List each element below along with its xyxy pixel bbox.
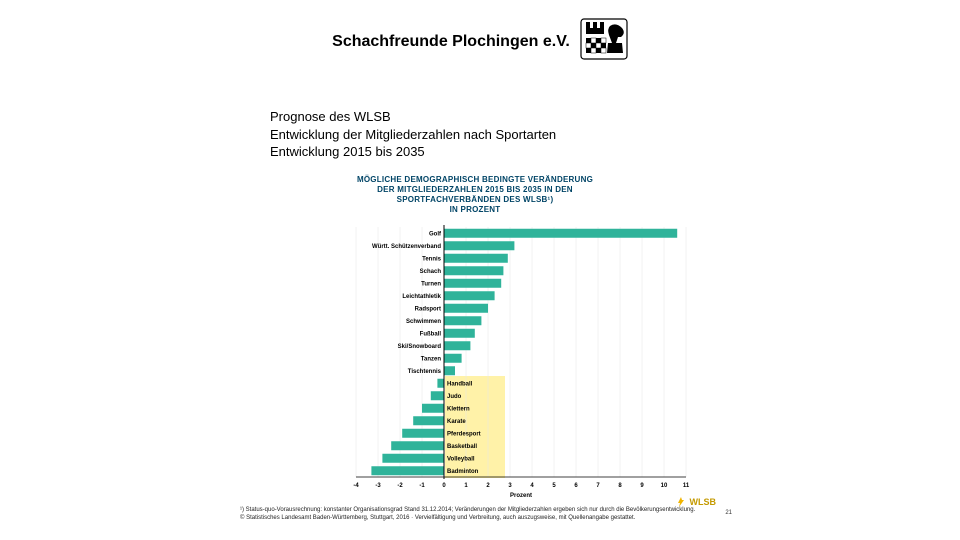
svg-text:-1: -1 xyxy=(419,483,425,489)
svg-text:6: 6 xyxy=(574,483,578,489)
chart-container: MÖGLICHE DEMOGRAPHISCH BEDINGTE VERÄNDER… xyxy=(240,175,710,522)
svg-text:9: 9 xyxy=(640,483,644,489)
intro-text: Prognose des WLSB Entwicklung der Mitgli… xyxy=(270,108,556,161)
svg-text:Karate: Karate xyxy=(447,419,466,425)
svg-text:8: 8 xyxy=(618,483,622,489)
svg-text:-2: -2 xyxy=(397,483,403,489)
svg-text:3: 3 xyxy=(508,483,512,489)
svg-text:Schach: Schach xyxy=(420,269,442,275)
svg-text:5: 5 xyxy=(552,483,556,489)
svg-text:Fußball: Fußball xyxy=(420,331,442,337)
wlsb-logo: WLSB xyxy=(675,496,717,508)
footnote-line: © Statistisches Landesamt Baden-Württemb… xyxy=(240,515,710,523)
svg-text:Basketball: Basketball xyxy=(447,444,477,450)
svg-text:Volleyball: Volleyball xyxy=(447,456,475,462)
svg-text:Pferdesport: Pferdesport xyxy=(447,431,481,437)
svg-text:Prozent: Prozent xyxy=(510,493,532,499)
svg-text:11: 11 xyxy=(683,483,690,489)
chart-title-line: MÖGLICHE DEMOGRAPHISCH BEDINGTE VERÄNDER… xyxy=(357,175,593,184)
svg-text:Tanzen: Tanzen xyxy=(421,356,442,362)
intro-line: Entwicklung der Mitgliederzahlen nach Sp… xyxy=(270,126,556,144)
svg-text:Judo: Judo xyxy=(447,394,462,400)
svg-text:0: 0 xyxy=(442,483,446,489)
chart-title: MÖGLICHE DEMOGRAPHISCH BEDINGTE VERÄNDER… xyxy=(240,175,710,215)
chess-club-logo-icon xyxy=(580,18,628,65)
footnote-line: ¹) Status-quo-Vorausrechnung: konstanter… xyxy=(240,507,710,515)
svg-text:2: 2 xyxy=(486,483,490,489)
svg-text:Golf: Golf xyxy=(429,231,442,237)
svg-text:Schwimmen: Schwimmen xyxy=(406,319,441,325)
chart-title-line: IN PROZENT xyxy=(450,205,501,214)
bar-chart: -4 -3 -2 -1 0 1 2 3 4 5 6 7 8 9 10 11 Golf Württ. Schütze… xyxy=(254,221,696,503)
svg-text:1: 1 xyxy=(464,483,468,489)
svg-text:Klettern: Klettern xyxy=(447,406,470,412)
chart-footnote: ¹) Status-quo-Vorausrechnung: konstanter… xyxy=(240,507,710,522)
chart-title-line: SPORTFACHVERBÄNDEN DES WLSB¹) xyxy=(397,195,554,204)
chart-title-line: DER MITGLIEDERZAHLEN 2015 BIS 2035 IN DE… xyxy=(377,185,573,194)
page-title: Schachfreunde Plochingen e.V. xyxy=(332,33,570,51)
svg-text:10: 10 xyxy=(661,483,668,489)
svg-text:Leichtathletik: Leichtathletik xyxy=(402,294,441,300)
page-number: 21 xyxy=(725,510,732,516)
svg-text:Turnen: Turnen xyxy=(421,281,441,287)
intro-line: Entwicklung 2015 bis 2035 xyxy=(270,143,556,161)
wlsb-label: WLSB xyxy=(690,497,717,507)
svg-text:Tennis: Tennis xyxy=(422,256,442,262)
svg-text:4: 4 xyxy=(530,483,534,489)
svg-text:Badminton: Badminton xyxy=(447,469,479,475)
svg-text:-4: -4 xyxy=(353,483,359,489)
svg-text:7: 7 xyxy=(596,483,600,489)
intro-line: Prognose des WLSB xyxy=(270,108,556,126)
svg-text:Handball: Handball xyxy=(447,381,473,387)
svg-text:Radsport: Radsport xyxy=(415,306,441,312)
page-header: Schachfreunde Plochingen e.V. xyxy=(0,18,960,65)
svg-text:-3: -3 xyxy=(375,483,381,489)
svg-text:Württ. Schützenverband: Württ. Schützenverband xyxy=(372,244,441,250)
wlsb-logo-icon xyxy=(675,496,687,508)
svg-text:Tischtennis: Tischtennis xyxy=(408,369,442,375)
svg-text:Ski/Snowboard: Ski/Snowboard xyxy=(398,344,442,350)
